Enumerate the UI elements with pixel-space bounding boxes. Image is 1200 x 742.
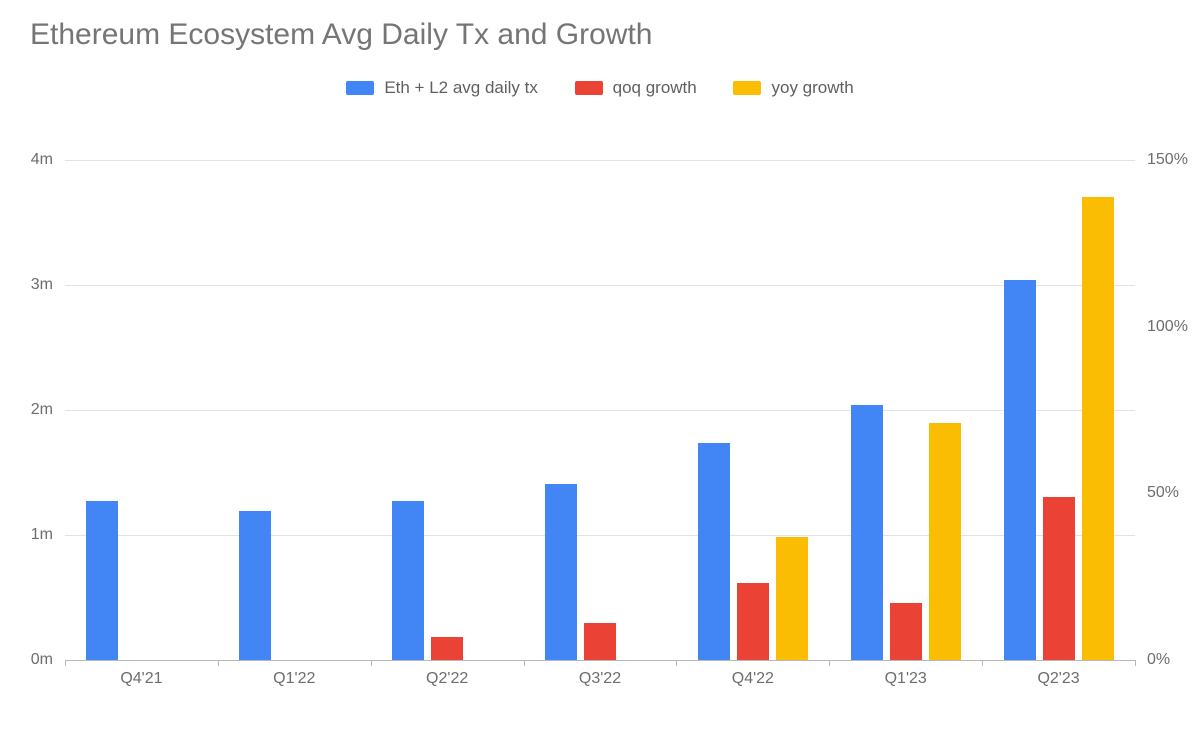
- x-tick-label: Q2'22: [426, 670, 468, 688]
- bar: [431, 637, 463, 660]
- legend-swatch: [733, 81, 761, 95]
- bar: [737, 583, 769, 660]
- bar: [584, 623, 616, 660]
- bar: [776, 537, 808, 660]
- x-tick-label: Q1'22: [273, 670, 315, 688]
- x-tick: [829, 660, 830, 666]
- bar: [239, 511, 271, 660]
- y-left-tick-label: 1m: [31, 526, 53, 544]
- y-left-tick-label: 4m: [31, 151, 53, 169]
- gridline: [65, 160, 1135, 161]
- y-right-tick-label: 0%: [1147, 651, 1170, 669]
- y-left-tick-label: 0m: [31, 651, 53, 669]
- y-right-tick-label: 100%: [1147, 318, 1188, 336]
- x-tick-label: Q1'23: [885, 670, 927, 688]
- bar: [1082, 197, 1114, 660]
- plot-area: 0m1m2m3m4m0%50%100%150%Q4'21Q1'22Q2'22Q3…: [65, 160, 1135, 660]
- y-left-tick-label: 2m: [31, 401, 53, 419]
- x-tick-label: Q3'22: [579, 670, 621, 688]
- gridline: [65, 660, 1135, 661]
- x-tick-label: Q4'22: [732, 670, 774, 688]
- gridline: [65, 535, 1135, 536]
- legend-label: qoq growth: [613, 78, 697, 98]
- x-tick-label: Q2'23: [1037, 670, 1079, 688]
- y-left-tick-label: 3m: [31, 276, 53, 294]
- y-right-tick-label: 50%: [1147, 484, 1179, 502]
- legend-label: yoy growth: [771, 78, 853, 98]
- bar: [545, 484, 577, 660]
- bar: [1004, 280, 1036, 660]
- legend-item: yoy growth: [733, 78, 853, 98]
- legend-swatch: [346, 81, 374, 95]
- x-tick-label: Q4'21: [120, 670, 162, 688]
- x-tick: [371, 660, 372, 666]
- chart-title: Ethereum Ecosystem Avg Daily Tx and Grow…: [30, 18, 653, 52]
- legend-item: Eth + L2 avg daily tx: [346, 78, 538, 98]
- legend-swatch: [575, 81, 603, 95]
- x-tick: [524, 660, 525, 666]
- x-tick: [1135, 660, 1136, 666]
- x-tick: [218, 660, 219, 666]
- bar: [890, 603, 922, 660]
- bar: [929, 423, 961, 660]
- bar: [86, 501, 118, 660]
- bar: [851, 405, 883, 660]
- gridline: [65, 410, 1135, 411]
- chart-container: Ethereum Ecosystem Avg Daily Tx and Grow…: [0, 0, 1200, 742]
- bar: [698, 443, 730, 661]
- bar: [1043, 497, 1075, 660]
- legend-item: qoq growth: [575, 78, 697, 98]
- legend-label: Eth + L2 avg daily tx: [384, 78, 538, 98]
- bar: [392, 501, 424, 660]
- gridline: [65, 285, 1135, 286]
- legend: Eth + L2 avg daily tx qoq growth yoy gro…: [0, 78, 1200, 100]
- x-tick: [676, 660, 677, 666]
- x-tick: [65, 660, 66, 666]
- x-tick: [982, 660, 983, 666]
- y-right-tick-label: 150%: [1147, 151, 1188, 169]
